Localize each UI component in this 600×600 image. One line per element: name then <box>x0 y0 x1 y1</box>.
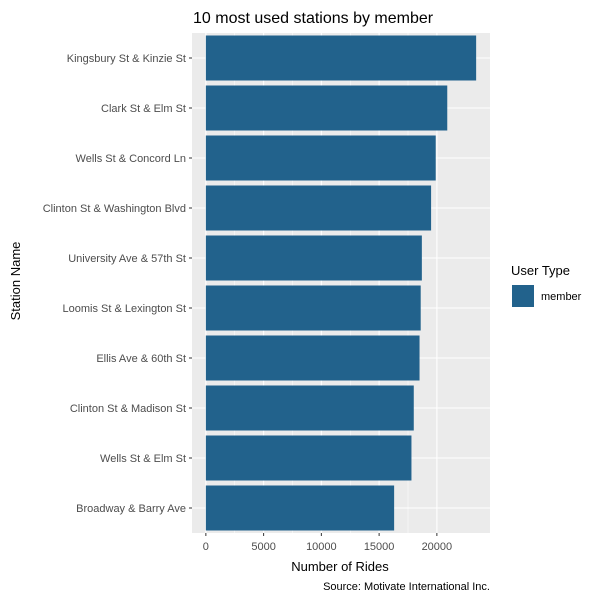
y-tick-label: University Ave & 57th St <box>68 253 186 265</box>
y-tick-label: Clinton St & Washington Blvd <box>43 203 186 215</box>
bar <box>205 35 477 81</box>
chart-caption: Source: Motivate International Inc. <box>323 581 490 593</box>
y-tick-label: Loomis St & Lexington St <box>62 303 186 315</box>
legend-label-member: member <box>541 291 582 303</box>
bar <box>205 85 448 131</box>
legend-title: User Type <box>511 263 570 278</box>
y-tick-label: Broadway & Barry Ave <box>76 503 186 515</box>
bar <box>205 385 414 431</box>
y-tick-label: Clinton St & Madison St <box>70 403 186 415</box>
legend-key-member <box>512 285 534 307</box>
bar <box>205 185 432 231</box>
x-tick-label: 5000 <box>251 541 275 553</box>
x-axis-title: Number of Rides <box>291 559 389 574</box>
bar <box>205 235 422 281</box>
y-tick-label: Wells St & Concord Ln <box>76 153 186 165</box>
y-tick-label: Clark St & Elm St <box>101 103 186 115</box>
y-tick-label: Ellis Ave & 60th St <box>96 353 186 365</box>
y-axis: Kingsbury St & Kinzie St Clark St & Elm S… <box>43 53 192 515</box>
y-tick-label: Kingsbury St & Kinzie St <box>67 53 186 65</box>
x-tick-label: 0 <box>203 541 209 553</box>
x-tick-label: 20000 <box>422 541 453 553</box>
chart-title: 10 most used stations by member <box>193 10 434 27</box>
bar <box>205 435 412 481</box>
bar <box>205 335 420 381</box>
y-axis-title: Station Name <box>8 242 23 321</box>
x-tick-label: 10000 <box>306 541 337 553</box>
y-tick-label: Wells St & Elm St <box>100 453 186 465</box>
bar <box>205 135 436 181</box>
x-axis: 0 5000 10000 15000 20000 <box>203 533 452 553</box>
bar <box>205 485 395 531</box>
x-tick-label: 15000 <box>364 541 395 553</box>
bar <box>205 285 421 331</box>
legend: User Type member <box>511 263 582 307</box>
bars <box>205 35 477 531</box>
